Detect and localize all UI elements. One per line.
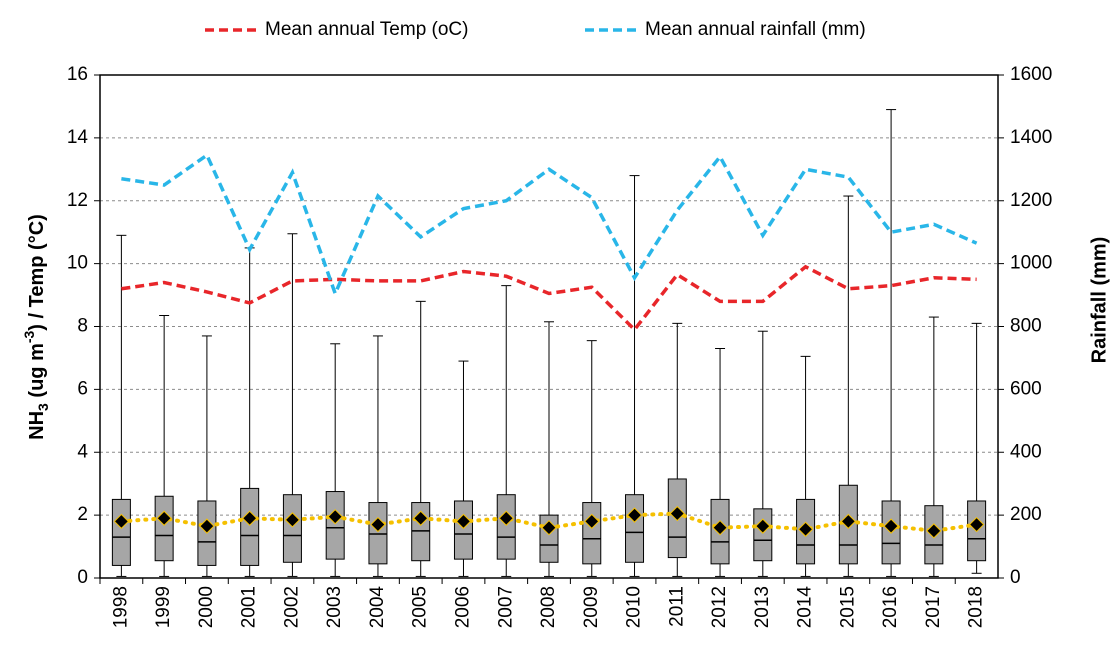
x-tick-label: 2013	[752, 586, 773, 628]
box	[154, 495, 174, 562]
x-tick-label: 2018	[966, 586, 987, 628]
y-axis-title-part: ) / Temp (°C)	[26, 214, 48, 331]
y-tick-label: 16	[67, 64, 88, 85]
mean-marker	[797, 521, 814, 537]
y2-tick-label: 800	[1010, 316, 1042, 337]
y-axis-title-part: NH	[26, 411, 48, 440]
box	[368, 502, 388, 565]
y2-axis-title: Rainfall (mm)	[1088, 237, 1110, 364]
mean-marker	[883, 518, 899, 534]
x-tick-label: 2014	[795, 586, 816, 629]
mean-marker	[199, 518, 215, 534]
box	[111, 498, 131, 566]
x-tick-label: 2005	[410, 586, 431, 628]
y-axis-title-part: (ug m	[26, 343, 48, 403]
y-tick-label: 10	[67, 253, 88, 274]
x-tick-label: 2000	[196, 586, 217, 628]
box	[282, 494, 302, 563]
y-tick-label: 12	[67, 190, 88, 211]
y2-tick-label: 1200	[1010, 190, 1052, 211]
box	[625, 494, 645, 563]
x-tick-label: 2001	[239, 586, 260, 628]
y-tick-label: 14	[67, 127, 89, 148]
x-tick-label: 2007	[495, 586, 516, 628]
mean-marker	[712, 519, 728, 536]
y2-tick-label: 200	[1010, 504, 1042, 525]
box	[753, 508, 773, 562]
x-tick-label: 2010	[624, 586, 645, 628]
mean-marker	[669, 505, 685, 522]
x-tick-label: 1998	[110, 586, 131, 628]
y-axis-title-sup: -3	[21, 330, 37, 343]
mean-marker	[926, 523, 942, 539]
mean-marker	[113, 513, 130, 530]
mean-marker	[156, 510, 172, 526]
x-tick-label: 2009	[581, 586, 602, 628]
box	[240, 487, 260, 566]
x-tick-label: 2006	[452, 586, 473, 628]
mean-marker	[968, 516, 985, 533]
x-tick-label: 2015	[837, 586, 858, 628]
y-tick-label: 0	[77, 567, 88, 588]
y2-tick-label: 0	[1010, 567, 1021, 588]
mean-marker	[840, 513, 857, 530]
x-tick-label: 2012	[709, 586, 730, 628]
mean-marker	[498, 510, 514, 526]
x-tick-label: 2011	[666, 586, 687, 627]
mean-marker	[370, 516, 386, 533]
y2-tick-label: 1000	[1010, 253, 1052, 274]
mean-marker	[327, 508, 343, 525]
y-tick-label: 6	[77, 378, 88, 399]
x-tick-label: 2003	[324, 586, 345, 628]
mean-marker	[455, 513, 472, 530]
legend-label: Mean annual rainfall (mm)	[645, 19, 866, 40]
legend-label: Mean annual Temp (oC)	[265, 19, 468, 40]
mean-marker	[626, 507, 643, 523]
y2-tick-label: 600	[1010, 378, 1042, 399]
box	[496, 494, 516, 560]
x-tick-label: 1999	[153, 586, 174, 628]
mean-marker	[755, 518, 771, 534]
y-tick-label: 8	[77, 316, 88, 337]
y-tick-label: 4	[77, 441, 88, 462]
series-line	[121, 264, 977, 333]
x-tick-label: 2004	[367, 586, 388, 629]
series-line	[121, 152, 978, 299]
y2-tick-label: 400	[1010, 441, 1042, 462]
x-tick-label: 2016	[880, 586, 901, 628]
mean-marker	[284, 512, 301, 528]
y-tick-label: 2	[77, 504, 88, 525]
plot-border	[99, 74, 999, 579]
y-axis-title-sub: 3	[35, 403, 51, 411]
y2-tick-label: 1400	[1010, 127, 1052, 148]
mean-marker	[584, 513, 600, 530]
x-tick-label: 2002	[281, 586, 302, 628]
box	[325, 491, 345, 560]
mean-marker	[241, 510, 258, 526]
box	[453, 500, 473, 560]
box	[582, 502, 602, 565]
x-tick-label: 2008	[538, 586, 559, 628]
y-axis-title: NH3 (ug m-3) / Temp (°C)	[21, 214, 51, 440]
mean-marker	[541, 519, 557, 536]
x-tick-label: 2017	[923, 586, 944, 628]
y2-tick-label: 1600	[1010, 64, 1052, 85]
mean-marker	[413, 510, 429, 526]
